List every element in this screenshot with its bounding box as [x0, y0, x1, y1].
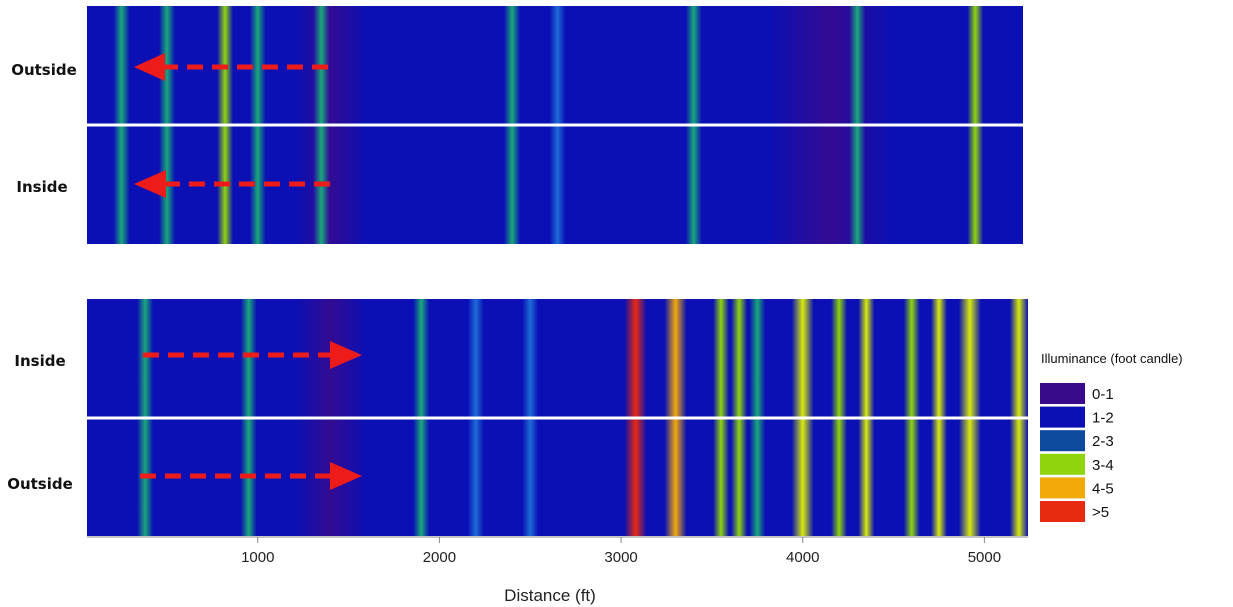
- row-label-bottom-outside: Outside: [7, 475, 73, 493]
- x-tick-label: 4000: [786, 549, 819, 566]
- legend-label: 2-3: [1092, 433, 1114, 450]
- legend-label: 4-5: [1092, 480, 1114, 497]
- legend-title: Illuminance (foot candle): [1041, 351, 1183, 366]
- direction-arrow-bottom-outside: [140, 462, 362, 490]
- legend-swatch: [1040, 383, 1085, 404]
- legend: Illuminance (foot candle) 0-1 1-2 2-3 3-4 4-…: [1040, 351, 1183, 522]
- direction-arrow-bottom-inside: [143, 341, 362, 369]
- x-tick-label: 3000: [604, 549, 637, 566]
- direction-arrow-top-outside: [134, 53, 335, 81]
- row-label-top-outside: Outside: [11, 61, 77, 79]
- row-label-bottom-inside: Inside: [14, 352, 65, 370]
- top-panel: [87, 6, 1023, 244]
- legend-swatch: [1040, 453, 1085, 475]
- x-axis-title: Distance (ft): [504, 586, 596, 605]
- legend-swatch: [1040, 477, 1085, 499]
- legend-swatch: [1040, 406, 1085, 428]
- legend-label: 0-1: [1092, 386, 1114, 403]
- legend-swatch: [1040, 430, 1085, 452]
- legend-swatch: [1040, 501, 1085, 522]
- legend-label: >5: [1092, 504, 1109, 521]
- x-tick-label: 2000: [423, 549, 456, 566]
- x-tick-label: 1000: [241, 549, 274, 566]
- direction-arrow-top-inside: [134, 170, 338, 198]
- bottom-panel: [87, 299, 1028, 536]
- x-tick-label: 5000: [968, 549, 1001, 566]
- x-axis: 1000 2000 3000 4000 5000: [87, 536, 1028, 566]
- legend-label: 1-2: [1092, 410, 1114, 427]
- legend-label: 3-4: [1092, 457, 1114, 474]
- row-label-top-inside: Inside: [16, 178, 67, 196]
